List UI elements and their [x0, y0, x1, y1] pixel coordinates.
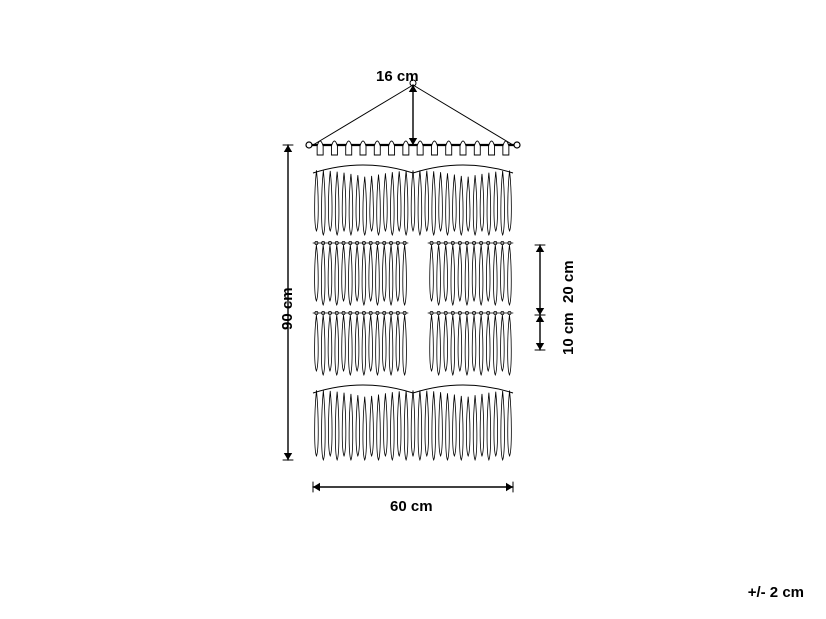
dim-width-label: 60 cm: [390, 498, 433, 515]
tolerance-note: +/- 2 cm: [748, 584, 804, 601]
dim-tassel-small-label: 10 cm: [560, 312, 577, 355]
dim-height-label: 90 cm: [279, 287, 296, 330]
dim-tassel-large-label: 20 cm: [560, 260, 577, 303]
product-dimension-sketch: [0, 0, 826, 619]
dim-hanger-label: 16 cm: [376, 68, 419, 85]
